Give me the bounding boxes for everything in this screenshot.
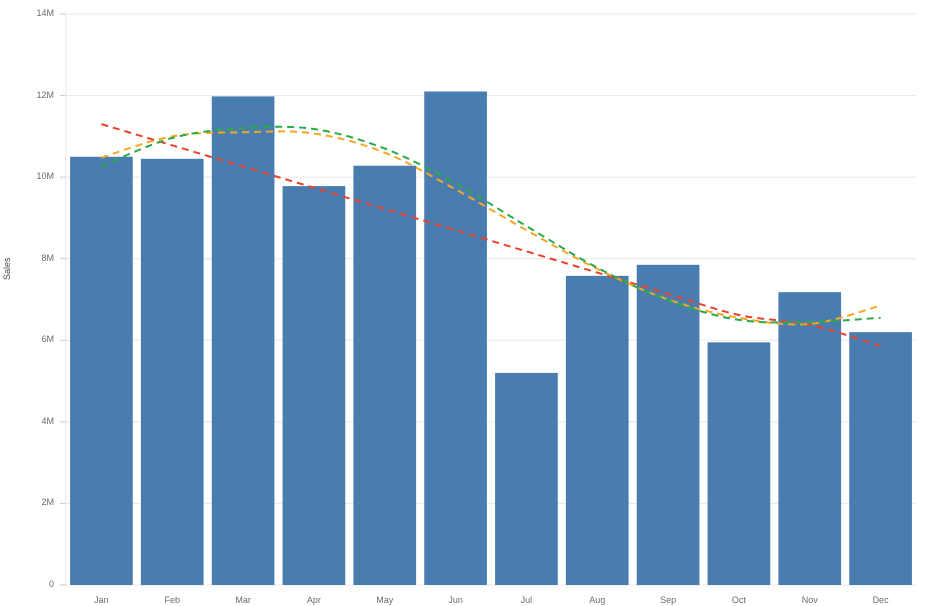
bar[interactable] [849,332,912,585]
bar[interactable] [778,292,842,585]
x-tick-label: Mar [235,595,251,605]
x-tick-label: Jul [520,595,533,605]
y-tick-label: 0 [48,579,54,589]
gridlines-group [66,13,916,586]
x-tick-label: Jan [94,595,109,605]
x-tick-label: Jun [448,595,463,605]
trend-line [101,123,881,347]
y-tick-label: 12M [36,89,54,100]
x-tick-label: May [376,595,394,605]
bar[interactable] [707,342,771,585]
bar[interactable] [211,96,275,585]
x-tick-label: Feb [164,595,180,605]
bar[interactable] [424,91,487,585]
bar[interactable] [565,275,629,585]
trend-line [101,130,881,326]
trendlines-group [101,123,881,347]
bar[interactable] [70,156,133,585]
x-tick-label: Aug [589,595,606,605]
y-tick-label: 14M [36,8,54,18]
y-tick-label: 10M [36,171,54,182]
bars-group [70,91,912,586]
x-tick-label: Sep [660,595,677,605]
y-tick-label: 6M [41,334,54,345]
bar[interactable] [282,186,346,585]
y-tick-label: 4M [41,415,54,426]
bar[interactable] [353,165,417,586]
y-tick-label: 2M [41,497,54,508]
axes-group [60,13,67,586]
x-tick-label: Dec [872,595,889,605]
x-tick-label: Apr [306,595,321,605]
x-tick-label: Nov [801,595,818,605]
x-tick-label: Oct [731,595,746,605]
bar[interactable] [140,158,204,585]
bar[interactable] [495,372,558,585]
y-tick-label: 8M [41,252,54,263]
bar[interactable] [636,264,700,585]
